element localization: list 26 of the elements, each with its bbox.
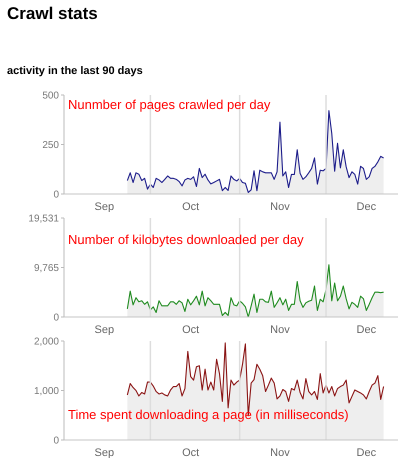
chart-subtitle: activity in the last 90 days bbox=[7, 65, 143, 77]
annotation: Nunmber of pages crawled per day bbox=[68, 97, 270, 112]
chart-title: Crawl stats bbox=[7, 4, 98, 24]
y-tick-label: 250 bbox=[42, 140, 60, 152]
y-tick-label: 1,000 bbox=[34, 386, 60, 398]
x-tick-label: Dec bbox=[356, 324, 377, 336]
y-tick-label: 2,000 bbox=[34, 336, 60, 348]
x-tick-label: Sep bbox=[94, 324, 114, 336]
x-tick-label: Oct bbox=[182, 446, 200, 459]
x-tick-label: Nov bbox=[270, 446, 290, 459]
x-tick-label: Dec bbox=[356, 446, 377, 459]
annotation: Time spent downloading a page (in milliseconds) bbox=[68, 407, 349, 422]
x-tick-label: Oct bbox=[182, 324, 200, 336]
y-tick-label: 9,765 bbox=[34, 263, 60, 274]
x-tick-label: Nov bbox=[270, 200, 290, 213]
y-tick-label: 0 bbox=[53, 436, 60, 447]
y-tick-label: 0 bbox=[53, 190, 60, 201]
x-tick-label: Dec bbox=[356, 200, 377, 213]
x-tick-label: Oct bbox=[182, 200, 200, 213]
y-tick-label: 0 bbox=[53, 312, 60, 324]
y-tick-label: 19,531 bbox=[28, 214, 60, 225]
y-tick-label: 500 bbox=[42, 90, 60, 102]
x-tick-label: Nov bbox=[270, 324, 290, 336]
x-tick-label: Sep bbox=[94, 446, 114, 459]
x-tick-label: Sep bbox=[94, 200, 114, 213]
annotation: Number of kilobytes downloaded per day bbox=[68, 232, 304, 247]
